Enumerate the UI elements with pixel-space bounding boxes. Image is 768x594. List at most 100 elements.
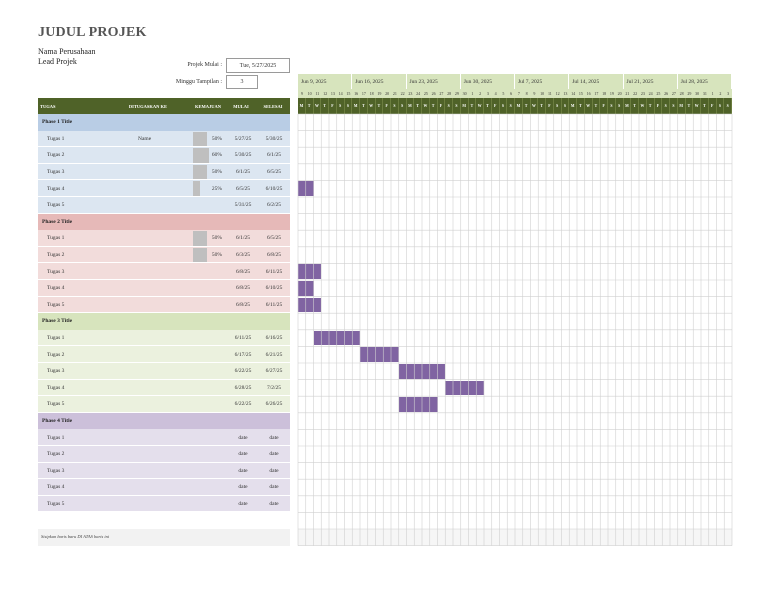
day-letter: S bbox=[336, 98, 345, 114]
week-header: Jul 14, 2025 bbox=[569, 74, 624, 89]
day-letter: M bbox=[352, 98, 360, 114]
week-header: Jun 9, 2025 bbox=[298, 74, 353, 89]
task-start: 6/3/25 bbox=[235, 252, 251, 259]
day-number: 9 bbox=[530, 89, 539, 98]
day-number: 9 bbox=[298, 89, 306, 98]
start-date-input[interactable]: Tue, 5/27/2025 bbox=[226, 58, 290, 73]
day-letter: S bbox=[716, 98, 725, 114]
day-number: 7 bbox=[515, 89, 523, 98]
task-end: date bbox=[269, 467, 279, 474]
day-letter: M bbox=[677, 98, 686, 114]
project-title: JUDUL PROJEK bbox=[38, 25, 147, 40]
task-end: 7/2/25 bbox=[266, 384, 282, 391]
header-assignee: DITUGASKAN KE bbox=[128, 103, 168, 109]
day-letter: M bbox=[515, 98, 523, 114]
footer-row bbox=[38, 529, 290, 546]
task-name: Tugas 1 bbox=[47, 434, 65, 441]
day-number: 24 bbox=[414, 89, 422, 98]
day-letter: M bbox=[298, 98, 306, 114]
task-name: Tugas 2 bbox=[47, 252, 65, 259]
day-letter: W bbox=[639, 98, 647, 114]
task-start: 6/28/25 bbox=[234, 384, 252, 391]
week-label: Minggu Tampilan : bbox=[175, 79, 222, 85]
task-name: Tugas 2 bbox=[47, 451, 65, 458]
task-end: 6/10/25 bbox=[265, 185, 283, 192]
footer-note: Sisipkan baris baru DI ATAS baris ini bbox=[41, 534, 110, 539]
task-name: Tugas 2 bbox=[47, 152, 65, 159]
day-number: 24 bbox=[646, 89, 655, 98]
week-header: Jul 7, 2025 bbox=[515, 74, 570, 89]
gantt-bar bbox=[398, 397, 438, 412]
day-letter: S bbox=[553, 98, 562, 114]
day-number: 12 bbox=[321, 89, 329, 98]
task-row bbox=[38, 163, 290, 181]
day-letter: W bbox=[530, 98, 539, 114]
task-end: 6/5/25 bbox=[266, 169, 282, 176]
day-letter: S bbox=[561, 98, 570, 114]
day-number: 2 bbox=[476, 89, 484, 98]
day-number: 30 bbox=[693, 89, 701, 98]
day-number: 23 bbox=[406, 89, 415, 98]
progress-bar bbox=[193, 164, 207, 180]
day-number: 28 bbox=[445, 89, 453, 98]
day-letter: T bbox=[685, 98, 694, 114]
task-row bbox=[38, 130, 290, 148]
day-letter: S bbox=[662, 98, 670, 114]
task-name: Tugas 4 bbox=[47, 185, 65, 192]
task-row bbox=[38, 446, 290, 463]
day-number: 19 bbox=[608, 89, 616, 98]
day-number: 1 bbox=[468, 89, 477, 98]
task-row bbox=[38, 296, 290, 314]
day-number: 18 bbox=[600, 89, 608, 98]
week-header: Jul 28, 2025 bbox=[677, 74, 732, 89]
day-number: 3 bbox=[724, 89, 732, 98]
task-start: date bbox=[238, 484, 248, 491]
phase-title: Phase 3 Title bbox=[38, 313, 290, 330]
day-number: 13 bbox=[561, 89, 570, 98]
day-number: 20 bbox=[615, 89, 624, 98]
task-row bbox=[38, 263, 290, 280]
task-name: Tugas 3 bbox=[47, 268, 65, 275]
header-task: TUGAS bbox=[40, 103, 56, 109]
day-letter: S bbox=[499, 98, 508, 114]
task-row bbox=[38, 363, 290, 380]
day-letter: T bbox=[429, 98, 438, 114]
day-number: 10 bbox=[305, 89, 314, 98]
day-letter: T bbox=[375, 98, 384, 114]
task-name: Tugas 5 bbox=[47, 202, 65, 209]
day-number: 4 bbox=[491, 89, 500, 98]
progress-bar bbox=[193, 247, 207, 263]
task-row bbox=[38, 479, 290, 496]
progress-bar bbox=[193, 231, 207, 246]
task-start: 6/8/25 bbox=[235, 268, 251, 275]
task-name: Tugas 5 bbox=[47, 501, 65, 508]
day-number: 31 bbox=[701, 89, 709, 98]
day-letter: S bbox=[344, 98, 353, 114]
gantt-bar bbox=[298, 297, 322, 313]
day-number: 27 bbox=[670, 89, 678, 98]
task-name: Tugas 1 bbox=[47, 235, 65, 242]
day-letter: T bbox=[522, 98, 531, 114]
day-number: 25 bbox=[422, 89, 430, 98]
day-number: 16 bbox=[584, 89, 593, 98]
day-letter: W bbox=[367, 98, 376, 114]
day-letter: T bbox=[414, 98, 422, 114]
progress-bar bbox=[193, 131, 207, 147]
week-input[interactable]: 3 bbox=[226, 75, 258, 89]
day-letter: T bbox=[484, 98, 492, 114]
day-number: 26 bbox=[662, 89, 670, 98]
day-number: 28 bbox=[677, 89, 686, 98]
day-letter: T bbox=[538, 98, 546, 114]
task-start: 6/22/25 bbox=[234, 401, 252, 408]
day-number: 10 bbox=[538, 89, 546, 98]
day-letter: W bbox=[313, 98, 322, 114]
header-row-left bbox=[38, 98, 290, 114]
day-letter: W bbox=[693, 98, 701, 114]
day-letter: S bbox=[670, 98, 678, 114]
day-letter: W bbox=[476, 98, 484, 114]
day-number: 21 bbox=[391, 89, 399, 98]
task-row bbox=[38, 462, 290, 480]
task-end: 6/2/25 bbox=[266, 202, 282, 209]
task-name: Tugas 5 bbox=[47, 301, 65, 308]
gantt-bar bbox=[445, 380, 484, 396]
